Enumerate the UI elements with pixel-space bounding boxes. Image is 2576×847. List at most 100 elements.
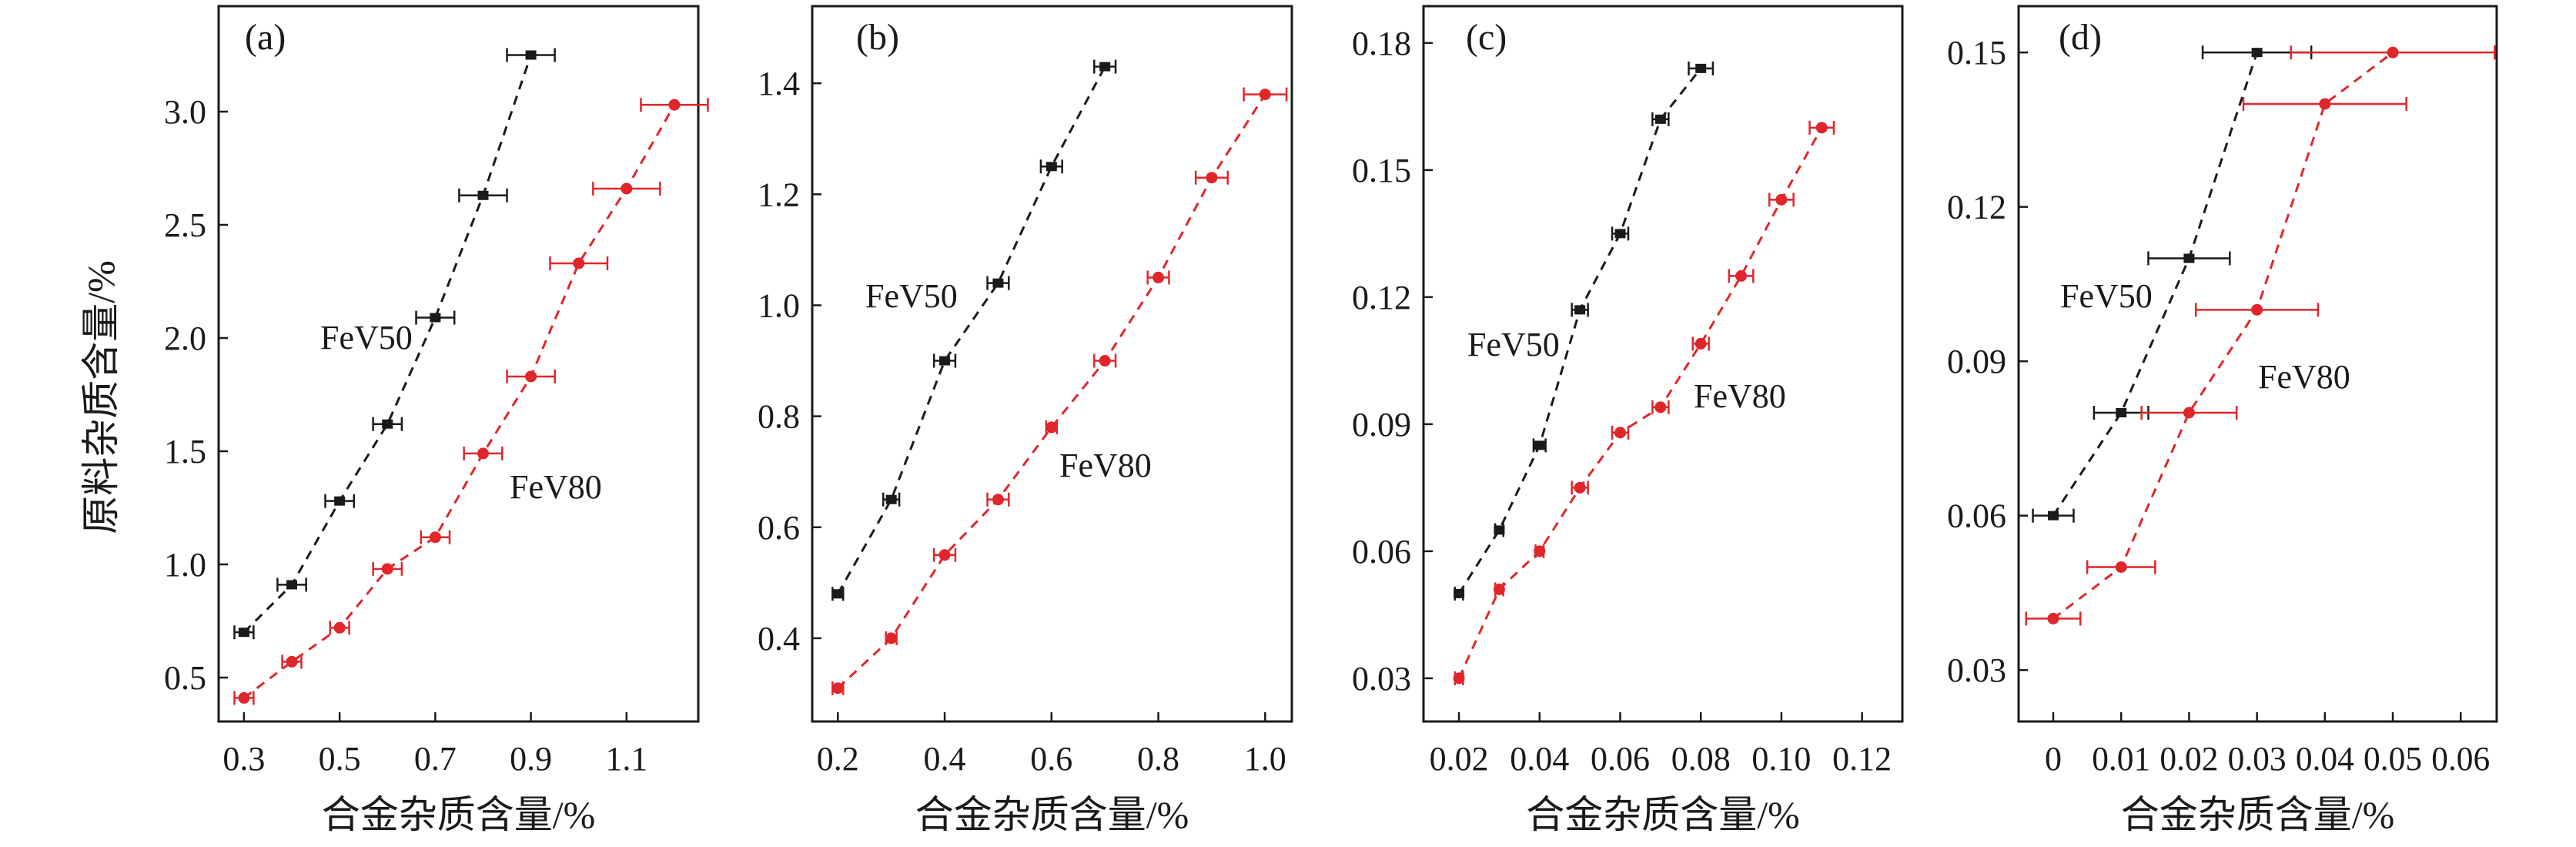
data-point bbox=[333, 621, 346, 634]
x-tick-label: 0.10 bbox=[1751, 740, 1811, 778]
x-tick-label: 0.5 bbox=[319, 740, 361, 778]
series-label: FeV50 bbox=[320, 319, 413, 357]
data-point bbox=[1654, 114, 1666, 124]
x-axis-label: 合金杂质含量/% bbox=[915, 793, 1189, 836]
series-label: FeV80 bbox=[2258, 358, 2350, 396]
x-tick-label: 0.9 bbox=[510, 740, 552, 778]
data-point bbox=[1259, 89, 1271, 101]
y-tick-label: 0.09 bbox=[1352, 406, 1411, 444]
x-tick-label: 0.04 bbox=[2296, 740, 2354, 778]
panel-b: 0.2 0.4 0.6 0.8 1.0 0.4 0.6 0.8 1.0 1.2 1.4 合金杂质含量/… bbox=[758, 5, 1293, 836]
data-point bbox=[668, 99, 681, 111]
data-point bbox=[1614, 427, 1627, 439]
y-tick-label: 0.06 bbox=[1352, 533, 1411, 571]
data-point bbox=[2251, 48, 2263, 58]
data-point bbox=[2115, 561, 2127, 573]
y-tick-label: 3.0 bbox=[164, 93, 206, 131]
series-label: FeV50 bbox=[1467, 326, 1560, 363]
y-tick-label: 0.15 bbox=[1947, 34, 2006, 72]
y-tick-label: 0.03 bbox=[1352, 660, 1411, 698]
data-point bbox=[1775, 193, 1788, 206]
x-tick-label: 0.7 bbox=[414, 740, 457, 778]
data-point bbox=[429, 531, 441, 544]
y-tick-label: 1.4 bbox=[758, 65, 800, 102]
data-point bbox=[430, 313, 441, 323]
series-fev80: FeV80 bbox=[831, 87, 1288, 695]
x-axis-label: 合金杂质含量/% bbox=[1526, 793, 1800, 836]
data-point bbox=[1735, 270, 1748, 282]
series-fev80: FeV80 bbox=[1453, 120, 1835, 685]
data-point bbox=[1815, 122, 1828, 134]
x-tick-label: 0.06 bbox=[2431, 740, 2490, 778]
data-point bbox=[477, 447, 489, 460]
data-point bbox=[2183, 407, 2195, 419]
y-tick-label: 0.12 bbox=[1352, 279, 1411, 316]
data-point bbox=[382, 419, 393, 429]
x-tick-label: 0 bbox=[2045, 740, 2062, 778]
data-point bbox=[1206, 172, 1218, 184]
series-label: FeV80 bbox=[510, 468, 602, 506]
y-tick-label: 2.0 bbox=[164, 320, 206, 357]
data-point bbox=[1045, 162, 1057, 172]
x-tick-label: 0.06 bbox=[1591, 740, 1650, 778]
plot-frame bbox=[811, 5, 1293, 723]
x-tick-label: 0.01 bbox=[2092, 740, 2150, 778]
x-tick-label: 0.12 bbox=[1832, 740, 1892, 778]
series-line bbox=[2052, 51, 2394, 620]
x-tick-label: 1.1 bbox=[605, 740, 647, 778]
y-tick-label: 1.0 bbox=[758, 286, 800, 324]
panel-label: (d) bbox=[2059, 17, 2102, 58]
panel-label: (c) bbox=[1466, 17, 1507, 58]
y-tick-label: 0.18 bbox=[1352, 25, 1411, 62]
series-label: FeV50 bbox=[2060, 277, 2153, 315]
series-line bbox=[243, 104, 676, 699]
data-point bbox=[992, 278, 1004, 288]
x-tick-label: 0.05 bbox=[2364, 740, 2422, 778]
plot-frame bbox=[1422, 5, 1904, 723]
data-point bbox=[573, 257, 585, 270]
y-tick-label: 1.0 bbox=[164, 546, 206, 584]
x-axis-label: 合金杂质含量/% bbox=[2121, 793, 2395, 836]
panel-a: 0.3 0.5 0.7 0.9 1.1 0.5 1.0 1.5 2.0 2.5 3.0 合金杂质含量/… bbox=[164, 5, 709, 836]
data-point bbox=[1453, 672, 1465, 685]
y-tick-label: 0.4 bbox=[758, 620, 800, 658]
data-point bbox=[1534, 440, 1545, 450]
x-tick-label: 1.0 bbox=[1244, 740, 1286, 778]
data-point bbox=[1099, 62, 1111, 72]
panel-label: (a) bbox=[245, 17, 286, 58]
data-point bbox=[2319, 98, 2331, 110]
data-point bbox=[621, 182, 633, 195]
y-tick-label: 0.06 bbox=[1947, 497, 2006, 535]
y-tick-label: 0.03 bbox=[1947, 651, 2006, 689]
panels: 0.3 0.5 0.7 0.9 1.1 0.5 1.0 1.5 2.0 2.5 3.0 合金杂质含量/… bbox=[164, 5, 2498, 836]
data-point bbox=[1574, 481, 1586, 494]
y-tick-label: 0.8 bbox=[758, 398, 800, 436]
data-point bbox=[1534, 545, 1546, 557]
data-point bbox=[1614, 229, 1626, 239]
data-point bbox=[1654, 401, 1667, 413]
data-point bbox=[939, 356, 951, 366]
data-point bbox=[1045, 421, 1058, 434]
data-point bbox=[238, 628, 249, 638]
y-tick-label: 0.09 bbox=[1947, 343, 2006, 380]
data-point bbox=[1454, 588, 1465, 598]
data-point bbox=[525, 50, 537, 60]
y-tick-label: 0.15 bbox=[1352, 152, 1411, 189]
data-point bbox=[2183, 253, 2195, 263]
data-point bbox=[2116, 407, 2127, 417]
x-tick-label: 0.04 bbox=[1510, 740, 1569, 778]
data-point bbox=[938, 549, 951, 561]
y-tick-label: 0.6 bbox=[758, 509, 800, 547]
x-tick-label: 0.02 bbox=[2159, 740, 2218, 778]
data-point bbox=[2387, 46, 2399, 59]
series-label: FeV50 bbox=[865, 277, 958, 315]
data-point bbox=[1493, 583, 1505, 595]
panel-d: 0 0.01 0.02 0.03 0.04 0.05 0.060.030.060.090.1… bbox=[1947, 5, 2498, 836]
x-tick-label: 0.8 bbox=[1137, 740, 1179, 778]
data-point bbox=[477, 190, 489, 200]
data-point bbox=[1695, 63, 1707, 73]
series-line bbox=[837, 93, 1266, 689]
data-point bbox=[381, 563, 393, 575]
x-tick-label: 0.2 bbox=[817, 740, 859, 778]
